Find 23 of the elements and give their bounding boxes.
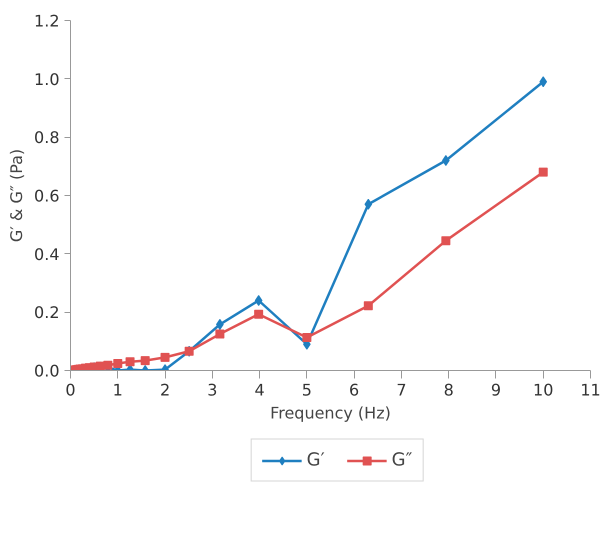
x-tick-label: 0 [65, 380, 76, 400]
legend-label: G″ [392, 450, 412, 470]
legend-label: G′ [306, 450, 326, 470]
x-tick-label: 4 [254, 380, 265, 400]
x-tick-label: 9 [490, 380, 502, 400]
x-axis-title: Frequency (Hz) [270, 404, 391, 422]
x-tick-label: 6 [349, 380, 360, 400]
y-tick-label: 0.6 [34, 186, 60, 206]
x-tick-label: 1 [112, 380, 123, 400]
x-tick-label: 11 [580, 380, 601, 400]
y-tick-label: 1.2 [34, 12, 60, 30]
x-tick-label: 8 [444, 380, 454, 400]
x-tick-label: 2 [160, 380, 170, 400]
y-tick-label: 0.0 [34, 362, 60, 380]
x-tick-label: 5 [302, 380, 312, 400]
x-tick-label: 10 [533, 380, 554, 400]
x-tick-label: 7 [396, 380, 407, 400]
y-tick-label: 0.8 [34, 128, 60, 148]
y-axis-title: G′ & G″ (Pa) [7, 148, 26, 242]
y-tick-label: 0.2 [34, 303, 60, 322]
x-tick-label: 3 [207, 380, 218, 400]
y-tick-label: 1.0 [34, 70, 60, 89]
y-tick-label: 0.4 [34, 244, 60, 264]
